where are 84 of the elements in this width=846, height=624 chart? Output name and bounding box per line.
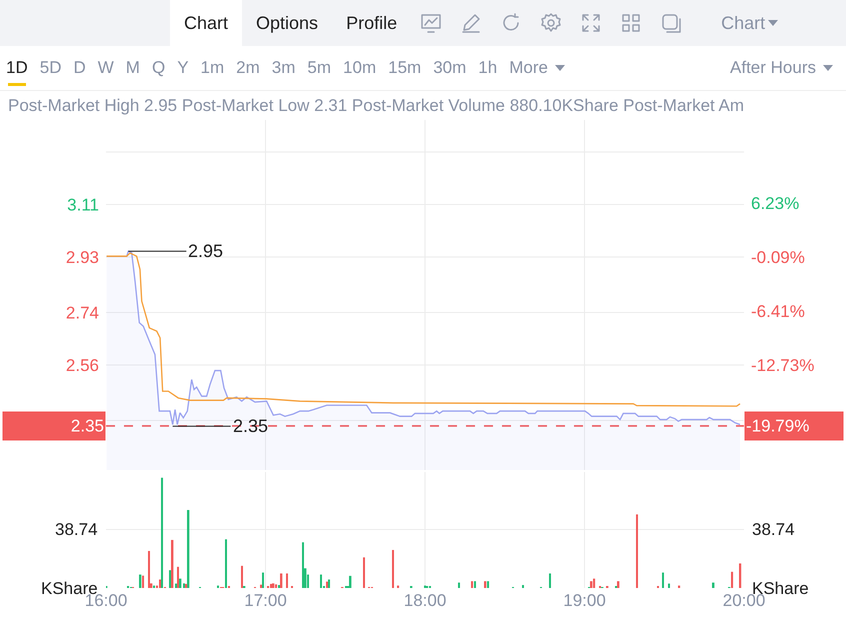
text: 1h: [477, 57, 498, 79]
y-tick-label: 2.56: [66, 356, 99, 375]
text: 38.74: [55, 520, 98, 539]
text: More: [508, 57, 549, 79]
y-tick-label: 2.93: [66, 248, 99, 268]
bar: [363, 557, 365, 588]
bar: [636, 514, 638, 588]
text: Profile: [345, 12, 398, 35]
chart-subtitle: Post-Market High 2.95 Post-Market Low 2.31 Post-Market Volume 880.10KShare Post-Market Am: [8, 96, 744, 116]
text: 5m: [306, 57, 332, 79]
bar: [471, 581, 474, 588]
text: D: [72, 57, 87, 79]
bar: [280, 573, 282, 588]
bar: [175, 584, 177, 588]
bar: [662, 572, 664, 588]
text: 5D: [38, 57, 62, 79]
bar: [712, 582, 714, 588]
text: 1D: [0, 46, 34, 90]
bar: [272, 583, 274, 588]
bar: [270, 584, 272, 588]
bar: [549, 573, 551, 588]
bar: [278, 585, 280, 588]
bar: [161, 478, 164, 588]
bar: [179, 578, 182, 588]
bar: [225, 539, 227, 588]
bar: [241, 566, 243, 588]
y-tick-label: 2.74: [66, 303, 99, 322]
y2-tick-label: -12.73%: [751, 356, 814, 376]
bar: [590, 581, 592, 588]
bar: [142, 576, 144, 588]
text: Y: [176, 57, 190, 79]
bar: [474, 581, 476, 588]
bar: [458, 582, 460, 588]
bar: [185, 584, 188, 588]
bar: [392, 550, 394, 588]
text: 38.74: [752, 520, 795, 539]
bar: [171, 540, 174, 588]
bar: [302, 542, 304, 588]
bar: [522, 585, 524, 588]
text: Chart: [170, 0, 242, 46]
bar: [187, 510, 190, 588]
text: Options: [255, 12, 320, 35]
ref-line-label: -19.79%: [746, 416, 810, 436]
bar: [159, 580, 161, 588]
text: 15m: [387, 57, 422, 79]
bar: [169, 570, 171, 588]
text: M: [124, 57, 141, 79]
text: W: [96, 57, 115, 79]
bar: [484, 581, 486, 588]
text: After Hours: [729, 57, 817, 79]
bar: [148, 550, 150, 588]
y2-tick-label: -6.41%: [751, 302, 805, 322]
text: 10m: [342, 57, 378, 79]
bar: [593, 578, 596, 588]
bar: [617, 581, 620, 588]
text: 2m: [235, 57, 261, 79]
bar: [328, 580, 330, 588]
bar: [139, 574, 142, 588]
ref-line-label: 2.35: [70, 416, 104, 436]
x-tick-label: 18:00: [404, 591, 446, 610]
bar: [668, 584, 670, 588]
bar: [487, 581, 490, 588]
bar: [739, 563, 742, 588]
bar: [731, 572, 734, 588]
bar: [349, 576, 352, 588]
x-tick-label: 19:00: [563, 591, 606, 610]
text: 1m: [200, 57, 226, 79]
bar: [275, 584, 278, 588]
bar: [177, 566, 179, 588]
bar: [326, 582, 328, 588]
bar: [320, 574, 322, 588]
bar: [260, 584, 262, 588]
text: Chart: [720, 12, 766, 35]
y2-tick-label: -0.09%: [751, 248, 805, 268]
x-tick-label: 17:00: [244, 591, 287, 610]
text: 3m: [270, 57, 296, 79]
y-tick-label: 3.11: [67, 196, 99, 215]
bar: [262, 572, 264, 588]
y2-tick-label: 6.23%: [751, 194, 800, 213]
text: Q: [150, 57, 166, 79]
annotation: 2.35: [233, 416, 268, 436]
bar: [286, 573, 288, 588]
annotation: 2.95: [188, 241, 224, 261]
text: 30m: [432, 57, 468, 79]
